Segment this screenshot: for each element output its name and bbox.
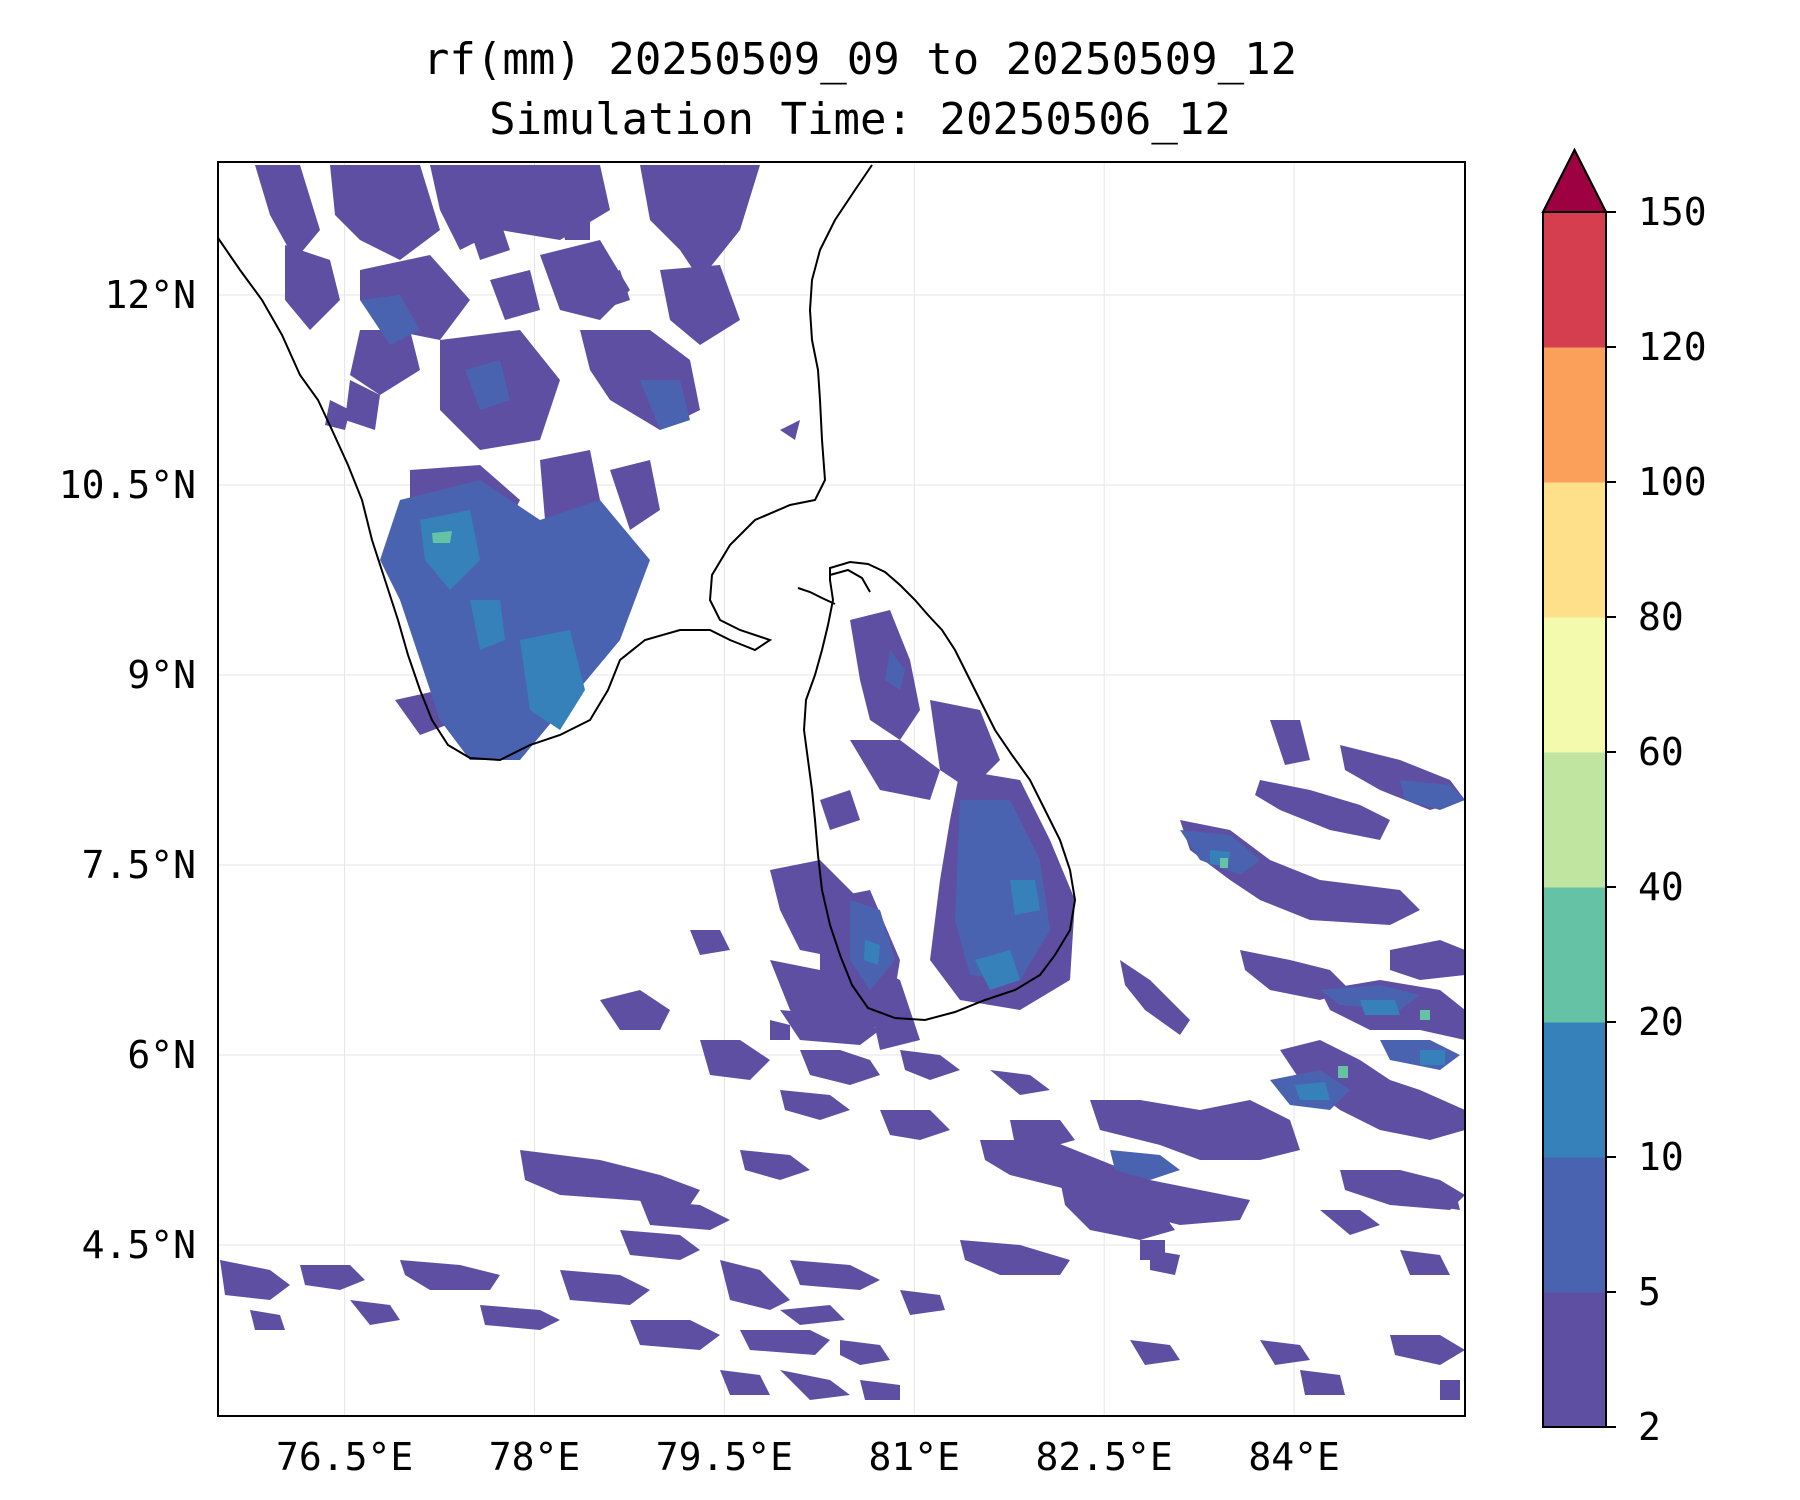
lat-tick-label: 4.5°N xyxy=(82,1223,196,1267)
map-frame xyxy=(217,161,1466,1417)
lon-tick-label: 78°E xyxy=(489,1435,581,1479)
lon-tick-label: 82.5°E xyxy=(1036,1435,1173,1479)
coastline-srilanka xyxy=(802,560,1077,1022)
longitude-tick-labels: 76.5°E 78°E 79.5°E 81°E 82.5°E 84°E xyxy=(276,1435,1340,1479)
colorbar-tick-label: 5 xyxy=(1638,1270,1661,1314)
colorbar-segment xyxy=(1543,482,1606,618)
coastline-india xyxy=(218,164,873,762)
colorbar-tick-label: 60 xyxy=(1638,730,1684,774)
lon-tick-label: 81°E xyxy=(869,1435,961,1479)
chart-title-line-2: Simulation Time: 20250506_12 xyxy=(489,94,1231,145)
rainfall-srilanka-moderate xyxy=(850,650,1050,990)
map-area xyxy=(218,162,1465,1416)
chart-title-line-1: rf(mm) 20250509_09 to 20250509_12 xyxy=(422,34,1298,85)
colorbar-tick-label: 10 xyxy=(1638,1135,1684,1179)
colorbar-segment xyxy=(1543,1292,1606,1428)
coastline-jaffna xyxy=(829,568,871,593)
colorbar-tick-label: 40 xyxy=(1638,865,1684,909)
rainfall-east-bands xyxy=(220,720,1465,1400)
rainfall-east-peak xyxy=(1220,858,1430,1078)
colorbar: 2 5 10 20 40 60 80 100 120 150 xyxy=(1541,147,1707,1449)
colorbar-tick-label: 2 xyxy=(1638,1405,1661,1449)
colorbar-extend-arrow xyxy=(1541,147,1608,213)
colorbar-segment xyxy=(1543,1157,1606,1293)
lat-tick-label: 7.5°N xyxy=(82,843,196,887)
colorbar-tick-label: 120 xyxy=(1638,325,1707,369)
coastline xyxy=(218,164,1077,1022)
colorbar-segment xyxy=(1543,617,1606,753)
colorbar-tick-label: 20 xyxy=(1638,1000,1684,1044)
rainfall-india-heavy xyxy=(420,510,585,730)
coastline-mannar xyxy=(797,587,836,605)
colorbar-segment xyxy=(1543,887,1606,1023)
lat-tick-label: 6°N xyxy=(127,1033,196,1077)
lon-tick-label: 76.5°E xyxy=(276,1435,413,1479)
colorbar-segment xyxy=(1543,347,1606,483)
lon-tick-label: 84°E xyxy=(1248,1435,1340,1479)
rainfall-india-peak xyxy=(432,531,452,543)
colorbar-segment xyxy=(1543,212,1606,348)
colorbar-outline xyxy=(1542,147,1607,1428)
lon-tick-label: 79.5°E xyxy=(656,1435,793,1479)
lat-tick-label: 12°N xyxy=(104,273,196,317)
lat-tick-label: 9°N xyxy=(127,653,196,697)
colorbar-tick-label: 100 xyxy=(1638,460,1707,504)
latitude-tick-labels: 12°N 10.5°N 9°N 7.5°N 6°N 4.5°N xyxy=(59,273,196,1267)
colorbar-tick-label: 150 xyxy=(1638,190,1707,234)
rainfall-srilanka-heavy xyxy=(864,880,1040,990)
colorbar-segment xyxy=(1543,1022,1606,1158)
lat-tick-label: 10.5°N xyxy=(59,463,196,507)
colorbar-tick-label: 80 xyxy=(1638,595,1684,639)
colorbar-segment xyxy=(1543,752,1606,888)
